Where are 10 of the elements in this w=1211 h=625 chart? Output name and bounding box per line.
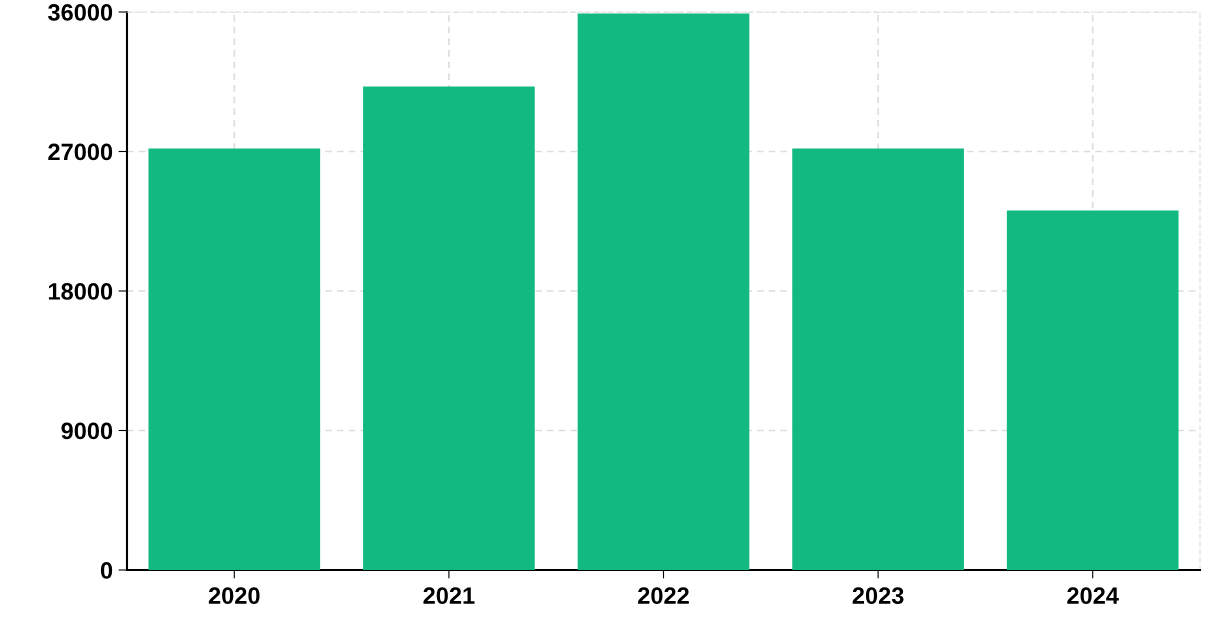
x-tick-label: 2023 <box>852 587 904 605</box>
y-tick-label: 9000 <box>61 422 113 440</box>
y-tick-label: 0 <box>100 562 113 579</box>
y-tick-label: 18000 <box>48 283 113 300</box>
x-tick-label: 2021 <box>423 587 475 605</box>
x-tick-label: 2022 <box>638 587 689 605</box>
x-tick-label: 2020 <box>208 587 260 605</box>
y-tick-label: 27000 <box>48 143 113 161</box>
y-tick-label: 36000 <box>48 4 113 21</box>
x-tick-label: 2024 <box>1067 587 1119 605</box>
